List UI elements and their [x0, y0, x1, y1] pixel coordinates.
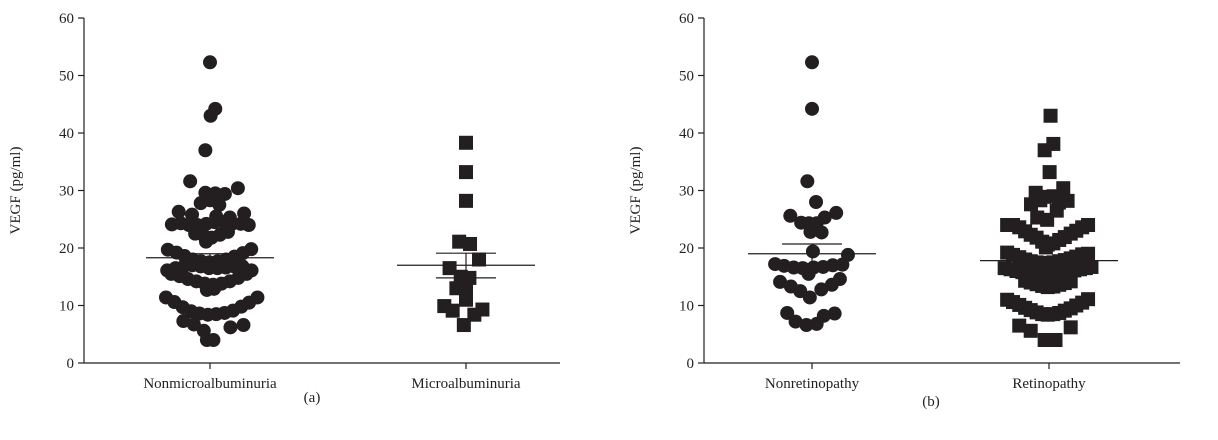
data-point: [467, 307, 482, 322]
data-point: [1081, 246, 1096, 261]
data-point: [250, 290, 265, 305]
data-point: [463, 236, 478, 251]
y-tick-label: 10: [59, 299, 74, 315]
data-point: [452, 234, 467, 249]
data-point: [239, 266, 254, 281]
data-point: [801, 266, 816, 281]
data-point: [800, 174, 815, 189]
x-tick-label: Nonmicroalbuminuria: [143, 376, 277, 392]
data-point: [193, 196, 208, 211]
data-point: [1081, 218, 1096, 232]
data-point: [802, 290, 817, 305]
data-point: [809, 316, 824, 331]
y-tick-label: 0: [687, 356, 695, 372]
data-point: [1063, 274, 1078, 289]
data-point: [445, 303, 460, 318]
x-tick-label: Nonretinopathy: [765, 376, 860, 392]
y-tick-label: 60: [679, 11, 694, 27]
data-point: [1048, 333, 1063, 347]
y-tick-label: 20: [679, 241, 694, 257]
y-tick-label: 30: [679, 184, 694, 200]
data-point: [459, 292, 473, 307]
plot-area-a: 0 10 20 30 40 50 60 VEGF (pg/ml) Nonmicroalbumin…: [8, 11, 560, 392]
data-point: [799, 318, 814, 333]
data-point: [244, 242, 259, 257]
data-point: [207, 281, 222, 296]
data-point: [217, 186, 232, 201]
x-tick-label: Microalbuminuria: [411, 376, 520, 392]
y-tick-label: 60: [59, 11, 74, 27]
data-point: [186, 317, 201, 332]
data-point: [1038, 240, 1053, 255]
data-point: [1037, 333, 1052, 347]
panel-label-a: (a): [304, 390, 321, 406]
y-tick-label: 10: [679, 299, 694, 315]
panel-a: 0 10 20 30 40 50 60 VEGF (pg/ml) Nonmicroalbumin…: [8, 11, 560, 406]
y-tick-label: 40: [679, 126, 694, 142]
y-tick-label: 50: [59, 69, 74, 85]
data-point: [814, 282, 829, 297]
data-point: [805, 101, 819, 116]
data-point: [783, 208, 798, 223]
data-point: [1063, 320, 1078, 335]
data-point: [456, 318, 471, 333]
data-point: [824, 277, 839, 292]
panel-label-b: (b): [922, 394, 940, 410]
data-point: [1056, 181, 1071, 196]
data-point: [1033, 193, 1048, 208]
y-axis-label: VEGF (pg/ml): [8, 147, 24, 235]
data-point: [241, 218, 256, 232]
data-point: [459, 165, 473, 180]
data-point: [171, 204, 186, 219]
data-point: [780, 305, 795, 320]
data-point: [1081, 292, 1096, 307]
data-point: [805, 55, 819, 70]
data-point: [840, 247, 855, 262]
plot-area-b: 0 10 20 30 40 50 60 VEGF (pg/ml) Nonretinopathy R…: [628, 11, 1180, 392]
data-point: [1012, 318, 1027, 333]
data-point: [1023, 323, 1038, 338]
panel-b: 0 10 20 30 40 50 60 VEGF (pg/ml) Nonretinopathy R…: [628, 11, 1180, 410]
y-tick-label: 40: [59, 126, 74, 142]
y-tick-label: 20: [59, 241, 74, 257]
data-point: [203, 108, 218, 123]
y-tick-label: 0: [67, 356, 75, 372]
data-point: [198, 234, 213, 249]
data-point: [817, 210, 832, 225]
data-point: [809, 195, 824, 209]
data-point: [773, 274, 788, 289]
x-tick-label: Retinopathy: [1012, 376, 1086, 392]
data-point: [459, 193, 473, 208]
y-tick-label: 50: [679, 69, 694, 85]
data-point: [220, 224, 235, 239]
data-point: [198, 143, 213, 158]
data-point: [206, 333, 221, 347]
data-point: [183, 174, 198, 189]
data-point: [236, 318, 251, 333]
data-point: [805, 244, 820, 259]
y-tick-label: 30: [59, 184, 74, 200]
data-point: [459, 135, 473, 150]
data-point: [1042, 165, 1057, 180]
data-point: [472, 252, 487, 267]
data-point: [814, 225, 829, 240]
data-point: [803, 224, 818, 239]
data-point: [827, 306, 842, 321]
data-point: [449, 281, 464, 296]
data-point: [230, 181, 245, 196]
y-axis-label: VEGF (pg/ml): [628, 147, 644, 235]
data-point: [1084, 259, 1099, 274]
data-point: [223, 320, 238, 335]
data-point: [212, 197, 227, 212]
data-point: [176, 314, 191, 329]
data-point: [442, 261, 457, 276]
data-point: [1043, 108, 1058, 123]
data-point: [203, 55, 217, 70]
data-point: [1037, 143, 1052, 158]
data-point: [829, 205, 844, 220]
data-point: [1049, 203, 1064, 218]
data-point: [1060, 193, 1075, 208]
data-point: [788, 314, 803, 329]
